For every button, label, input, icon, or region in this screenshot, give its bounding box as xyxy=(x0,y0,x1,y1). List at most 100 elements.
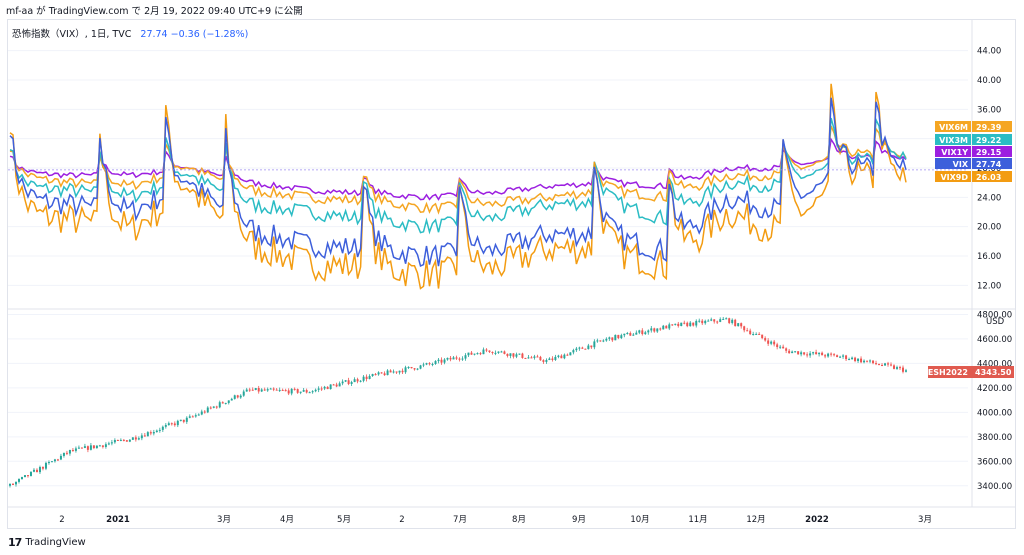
candle-body xyxy=(578,347,581,349)
futures-candles-layer xyxy=(9,316,907,488)
candle-body xyxy=(278,389,281,391)
candle-body xyxy=(902,367,905,372)
candle-body xyxy=(887,363,890,365)
candle-body xyxy=(344,380,347,382)
candle-body xyxy=(197,414,200,416)
candle-body xyxy=(734,319,737,327)
candle-body xyxy=(695,320,698,326)
candle-body xyxy=(704,320,707,324)
badge-name: VIX1Y xyxy=(941,148,968,157)
candle-body xyxy=(569,352,572,356)
candle-body xyxy=(179,419,182,421)
candle-body xyxy=(410,366,413,369)
candle-body xyxy=(818,352,821,355)
candle-body xyxy=(431,363,434,365)
candle-body xyxy=(863,360,866,363)
candle-body xyxy=(50,461,53,463)
candle-body xyxy=(203,411,206,413)
badge-name: VIX xyxy=(953,160,969,169)
badge-value: 29.22 xyxy=(976,136,1001,145)
x-tick-label: 2021 xyxy=(106,515,130,525)
candle-body xyxy=(461,358,464,360)
candle-body xyxy=(95,445,98,449)
candle-body xyxy=(209,407,212,409)
candle-body xyxy=(401,370,404,373)
badge-value: 29.15 xyxy=(976,148,1002,157)
candle-body xyxy=(185,417,188,422)
candle-body xyxy=(647,330,650,333)
candle-body xyxy=(32,469,35,472)
candle-body xyxy=(365,376,368,379)
candle-body xyxy=(335,384,338,387)
candle-body xyxy=(557,355,560,357)
candle-body xyxy=(446,357,449,360)
badge-vix1y: VIX1Y 29.15 xyxy=(935,146,1012,157)
candle-body xyxy=(458,358,461,360)
candle-body xyxy=(491,352,494,354)
candle-body xyxy=(857,358,860,362)
candle-body xyxy=(83,446,86,448)
candle-body xyxy=(215,406,218,408)
candle-body xyxy=(515,354,518,357)
candle-body xyxy=(404,367,407,373)
candle-body xyxy=(71,449,74,451)
candle-body xyxy=(596,340,599,342)
candle-body xyxy=(392,371,395,373)
candle-body xyxy=(296,389,299,393)
candle-body xyxy=(527,357,530,359)
candle-body xyxy=(677,323,680,326)
candle-body xyxy=(26,475,29,477)
candle-body xyxy=(350,382,353,384)
x-tick-label: 4月 xyxy=(280,515,294,525)
candle-body xyxy=(155,430,158,433)
candle-body xyxy=(860,358,863,363)
candle-body xyxy=(224,402,227,404)
y-tick-label: 3400.00 xyxy=(977,482,1012,492)
candle-body xyxy=(884,363,887,366)
candle-body xyxy=(122,439,125,441)
candle-body xyxy=(881,364,884,366)
badge-value: 27.74 xyxy=(976,160,1002,169)
candle-body xyxy=(44,462,47,469)
candle-body xyxy=(35,469,38,473)
candle-body xyxy=(440,359,443,363)
candle-body xyxy=(395,371,398,373)
candle-body xyxy=(233,395,236,399)
badge-vix: VIX 27.74 xyxy=(935,158,1012,169)
candle-body xyxy=(506,353,509,356)
candle-body xyxy=(668,324,671,329)
candle-body xyxy=(308,392,311,394)
candle-body xyxy=(191,416,194,418)
candle-body xyxy=(599,340,602,342)
candle-body xyxy=(707,320,710,322)
candle-body xyxy=(455,357,458,359)
candle-body xyxy=(263,389,266,391)
x-tick-label: 5月 xyxy=(337,515,351,525)
price-axis-layer: 44.0040.0036.0032.0028.0024.0020.0016.00… xyxy=(977,47,1012,492)
candle-body xyxy=(269,388,272,390)
candle-body xyxy=(731,319,734,323)
candle-body xyxy=(638,330,641,333)
candle-body xyxy=(512,353,515,357)
badge-value-bg xyxy=(972,158,1012,169)
candle-body xyxy=(347,380,350,384)
candle-body xyxy=(833,354,836,356)
y-tick-label: 20.00 xyxy=(977,223,1001,233)
candle-body xyxy=(251,389,254,391)
candle-body xyxy=(164,425,167,427)
candle-body xyxy=(245,389,248,392)
symbol-legend[interactable]: 恐怖指数（VIX）, 1日, TVC 27.74 −0.36 (−1.28%) xyxy=(12,26,248,40)
candle-body xyxy=(851,357,854,360)
candle-body xyxy=(521,353,524,358)
candle-body xyxy=(359,380,362,382)
candle-body xyxy=(554,356,557,360)
y-tick-label: 36.00 xyxy=(977,105,1001,115)
candle-body xyxy=(254,388,257,391)
candle-body xyxy=(623,333,626,336)
candle-body xyxy=(281,389,284,391)
candle-body xyxy=(131,437,134,440)
candle-body xyxy=(146,432,149,437)
candle-body xyxy=(362,376,365,381)
candle-body xyxy=(869,360,872,362)
